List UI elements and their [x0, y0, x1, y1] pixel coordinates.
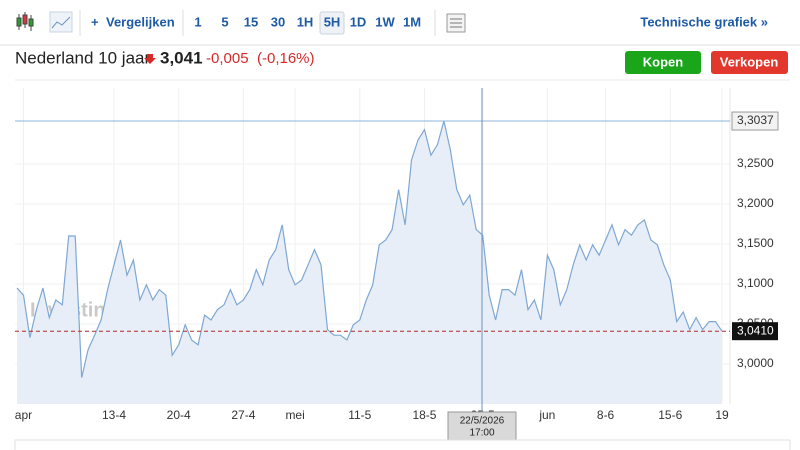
settings-icon[interactable]: [446, 13, 466, 33]
y-tick-label: 3,1000: [737, 276, 774, 290]
change: -0,005: [206, 50, 249, 67]
lower-panel: [14, 439, 791, 450]
y-tick-label: 3,0000: [737, 356, 774, 370]
high-label-box: [731, 111, 779, 131]
toolbar: [0, 0, 800, 45]
x-tick-label: jun: [538, 408, 555, 422]
area-icon[interactable]: [49, 11, 73, 33]
sell-button[interactable]: [711, 51, 788, 74]
x-tick-label: mei: [285, 408, 304, 422]
instrument-title: Nederland 10 jaar: [15, 48, 150, 67]
down-arrow: [144, 54, 156, 64]
interval-button[interactable]: 1H: [297, 14, 314, 29]
plus-icon[interactable]: +: [91, 14, 99, 29]
interval-button[interactable]: 30: [271, 14, 285, 29]
change-pct: (-0,16%): [257, 50, 315, 67]
crosshair-box: [447, 411, 517, 441]
x-tick-label: 15-6: [658, 408, 682, 422]
interval-button[interactable]: 15: [244, 14, 258, 29]
buy-label[interactable]: Kopen: [643, 54, 684, 69]
compare-button[interactable]: Vergelijken: [106, 14, 175, 29]
interval-button[interactable]: 5H: [324, 14, 341, 29]
line: [16, 120, 723, 378]
buy-button[interactable]: [625, 51, 701, 74]
y-tick-label: 3,1500: [737, 236, 774, 250]
sell-label[interactable]: Verkopen: [720, 54, 779, 69]
x-tick-label: 13-4: [102, 408, 126, 422]
technical-chart-link[interactable]: Technische grafiek »: [640, 14, 768, 29]
interval-button[interactable]: 1M: [403, 14, 421, 29]
y-tick-label: 3,2500: [737, 156, 774, 170]
x-tick-label: 11-5: [348, 408, 371, 422]
interval-button[interactable]: 1: [194, 14, 201, 29]
price: 3,041: [160, 48, 203, 67]
area: [17, 121, 722, 404]
interval-active: [319, 11, 345, 35]
interval-button[interactable]: 1W: [375, 14, 395, 29]
y-tick-label: 3,2000: [737, 196, 774, 210]
interval-button[interactable]: 5: [221, 14, 228, 29]
candle-icon[interactable]: [16, 12, 34, 31]
crosshair-time: 17:00: [469, 428, 494, 439]
x-tick-label: apr: [15, 408, 32, 422]
x-tick-label: 19: [715, 408, 729, 422]
x-tick-label: 18-5: [412, 408, 436, 422]
interval-button[interactable]: 1D: [350, 14, 367, 29]
x-tick-label: 20-4: [167, 408, 191, 422]
high-label: 3,3037: [737, 113, 774, 127]
crosshair-date: 22/5/2026: [460, 416, 505, 427]
x-tick-label: 8-6: [597, 408, 615, 422]
x-tick-label: 27-4: [231, 408, 255, 422]
last-label-box: [732, 322, 778, 341]
last-label: 3,0410: [737, 323, 774, 337]
